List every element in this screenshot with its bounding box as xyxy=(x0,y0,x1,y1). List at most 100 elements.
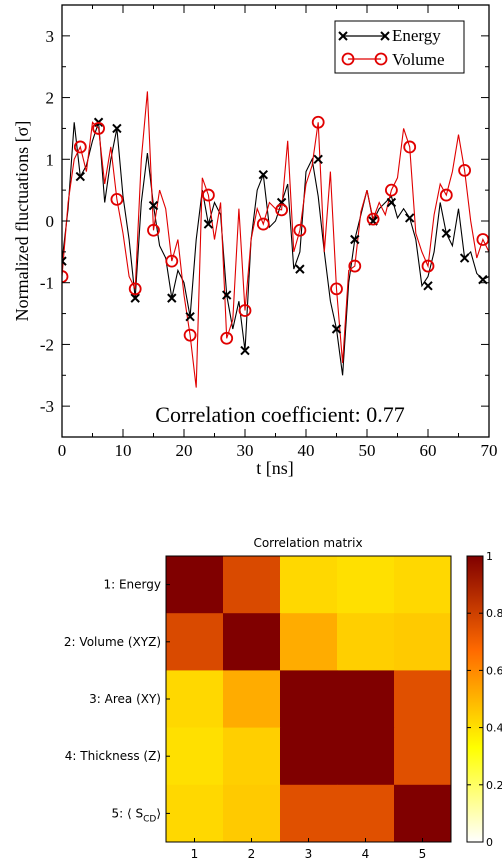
volume-marker xyxy=(201,188,215,202)
legend-energy-label: Energy xyxy=(392,26,441,45)
y-tick-label: 3 xyxy=(46,27,55,46)
volume-marker xyxy=(330,282,343,296)
colorbar-tick-label: 1 xyxy=(486,550,493,563)
heatmap-cell xyxy=(223,727,281,786)
energy-marker xyxy=(75,171,86,182)
energy-marker xyxy=(404,213,415,223)
heatmap-row-label: 4: Thickness (Z) xyxy=(65,749,161,763)
ts-lines xyxy=(62,91,489,388)
volume-marker xyxy=(238,304,252,317)
heatmap-cell xyxy=(280,727,338,786)
heatmap-cell xyxy=(166,556,224,614)
heatmap-col-label: 4 xyxy=(362,847,370,861)
heatmap-cell xyxy=(166,727,224,786)
y-tick-label: -1 xyxy=(40,274,54,293)
volume-marker xyxy=(62,270,69,283)
heatmap-cell xyxy=(223,556,281,614)
x-tick-label: 70 xyxy=(481,441,498,460)
ts-annotation: Correlation coefficient: 0.77 xyxy=(155,402,404,427)
heatmap-cell xyxy=(337,727,395,786)
heatmap-col-label: 1 xyxy=(191,847,199,861)
heatmap-row-label: 5: ⟨ SCD⟩ xyxy=(111,806,161,824)
volume-marker xyxy=(384,183,398,197)
legend-volume-label: Volume xyxy=(392,50,445,69)
series-energy-line xyxy=(62,122,489,376)
heatmap-cell xyxy=(223,784,281,843)
ts-legend: Energy Volume xyxy=(334,20,465,74)
colorbar-tick-label: 0.2 xyxy=(486,779,502,792)
heatmap-cell xyxy=(394,727,452,786)
heatmap-cell xyxy=(166,670,224,729)
energy-marker xyxy=(350,234,360,245)
energy-marker xyxy=(313,154,323,164)
ts-ticks xyxy=(61,4,490,438)
heatmap-col-label: 2 xyxy=(248,847,256,861)
legend-volume-marker-left xyxy=(341,52,355,66)
energy-marker xyxy=(459,253,470,263)
heatmap-row-label: 3: Area (XY) xyxy=(89,692,161,706)
heatmap-cell xyxy=(280,784,338,843)
heatmap-cell xyxy=(337,784,395,843)
volume-marker xyxy=(220,331,234,345)
energy-marker xyxy=(148,200,159,211)
heatmap-cell xyxy=(337,670,395,729)
volume-marker xyxy=(439,188,453,202)
volume-marker xyxy=(128,282,142,296)
energy-marker xyxy=(240,345,250,356)
energy-marker xyxy=(423,281,433,291)
heatmap-cell xyxy=(280,670,338,729)
ts-legend-box xyxy=(334,20,465,74)
volume-marker xyxy=(165,254,179,268)
heatmap-cell xyxy=(394,556,452,614)
volume-marker xyxy=(183,328,197,342)
energy-marker xyxy=(203,219,214,229)
colorbar-ticks: 0 0.2 0.4 0.6 0.8 1 xyxy=(467,550,502,849)
volume-marker xyxy=(293,223,307,237)
x-tick-label: 20 xyxy=(176,441,193,460)
volume-marker xyxy=(73,140,87,154)
x-tick-label: 30 xyxy=(237,441,254,460)
heatmap-col-label: 5 xyxy=(419,847,427,861)
heatmap-cell xyxy=(337,556,395,614)
y-tick-label: 1 xyxy=(46,150,55,169)
volume-marker xyxy=(366,212,380,226)
volume-marker xyxy=(92,122,105,135)
colorbar-tick-label: 0.4 xyxy=(486,722,502,735)
x-tick-label: 10 xyxy=(115,441,132,460)
y-tick-label: 2 xyxy=(46,89,55,108)
heatmap-cell xyxy=(280,613,338,671)
energy-marker xyxy=(130,293,140,303)
volume-marker xyxy=(421,259,435,273)
volume-marker xyxy=(147,223,160,237)
heatmap-cell xyxy=(394,613,452,671)
heatmap-cell xyxy=(394,784,452,843)
y-tick-label: -3 xyxy=(40,397,54,416)
legend-energy-marker-right xyxy=(380,31,390,41)
colorbar-gradient xyxy=(466,555,484,843)
volume-marker xyxy=(110,192,124,206)
heatmap-col-label: 3 xyxy=(305,847,313,861)
volume-marker xyxy=(256,217,270,231)
heatmap-title: Correlation matrix xyxy=(253,536,362,550)
heatmap-cell xyxy=(166,613,224,671)
colorbar-tick-label: 0 xyxy=(486,836,493,849)
heatmap-cell xyxy=(337,613,395,671)
energy-marker xyxy=(331,324,342,334)
ts-x-axis-label: t [ns] xyxy=(256,458,294,478)
energy-marker xyxy=(167,293,177,303)
ts-tick-labels: 0 10 20 30 40 50 60 70 -3 -2 -1 0 1 2 3 xyxy=(40,27,498,460)
energy-marker xyxy=(62,256,67,266)
energy-marker xyxy=(112,123,122,134)
colorbar-tick-label: 0.8 xyxy=(486,607,502,620)
heatmap-cell xyxy=(394,670,452,729)
energy-marker xyxy=(295,264,305,274)
volume-marker xyxy=(275,203,289,217)
heatmap-row-labels: 1: Energy 2: Volume (XYZ) 3: Area (XY) 4: T… xyxy=(64,578,161,825)
energy-marker xyxy=(185,311,195,322)
ts-y-axis-label: Normalized fluctuations [σ] xyxy=(12,121,32,322)
volume-marker xyxy=(311,115,325,129)
timeseries-chart: 0 10 20 30 40 50 60 70 -3 -2 -1 0 1 2 3 Normalized flu… xyxy=(12,4,498,478)
legend-energy-marker-left xyxy=(338,31,348,41)
volume-marker xyxy=(403,140,417,154)
x-tick-label: 60 xyxy=(420,441,437,460)
